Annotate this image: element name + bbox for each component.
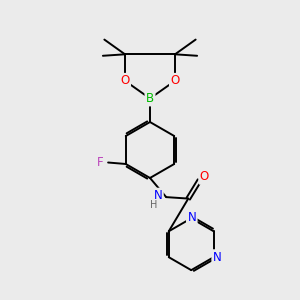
Text: N: N [154, 189, 162, 202]
Text: O: O [170, 74, 180, 87]
Text: N: N [213, 251, 222, 264]
Text: O: O [120, 74, 130, 87]
Text: B: B [146, 92, 154, 105]
Text: O: O [200, 170, 209, 183]
Text: F: F [97, 156, 103, 169]
Text: N: N [188, 211, 196, 224]
Text: H: H [150, 200, 158, 210]
